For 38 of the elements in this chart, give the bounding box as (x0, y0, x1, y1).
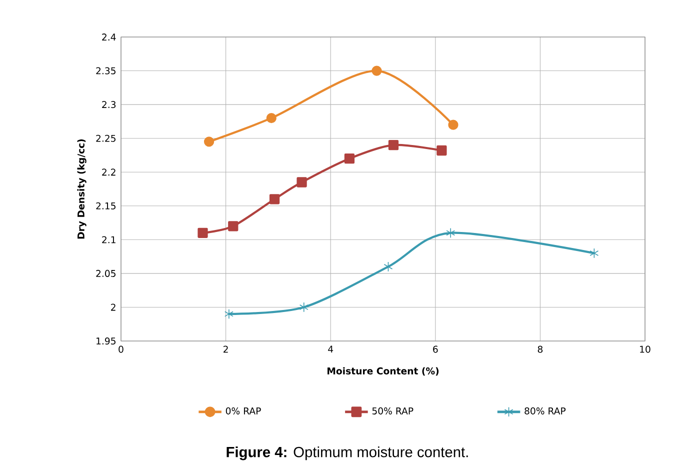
y-tick-label: 2.1 (102, 236, 116, 244)
y-tick-label: 2.15 (96, 202, 116, 210)
point (228, 221, 238, 232)
x-tick-label: 8 (538, 346, 543, 353)
point (388, 140, 399, 150)
point (204, 136, 214, 147)
y-tick-label: 2.2 (102, 168, 116, 176)
y-tick-label: 2 (111, 304, 116, 311)
y-axis-title: Dry Density (kg/cc) (77, 139, 86, 239)
y-tick-label: 2.25 (96, 134, 116, 142)
y-tick-label: 2.4 (102, 34, 116, 40)
x-tick-label: 4 (328, 346, 334, 353)
y-tick-label: 2.35 (96, 67, 116, 74)
x-tick-label: 6 (433, 346, 438, 353)
legend-label: 80% RAP (524, 407, 566, 414)
point (436, 145, 447, 156)
y-tick-label: 2.05 (96, 270, 116, 277)
legend-label: 50% RAP (372, 407, 414, 414)
point (269, 194, 280, 204)
point (372, 66, 382, 76)
point (448, 120, 458, 130)
point (224, 308, 234, 320)
y-tick-label: 2.3 (102, 101, 116, 108)
text: Figure 4: Optimum moisture content. (226, 446, 468, 460)
point (299, 302, 308, 312)
point (446, 228, 456, 238)
x-tick-label: 2 (224, 346, 228, 353)
x-tick-label: 0 (118, 346, 124, 353)
point (266, 113, 276, 124)
x-axis-title: Moisture Content (%) (328, 367, 439, 376)
point (384, 262, 393, 272)
point (590, 248, 599, 258)
point (344, 154, 355, 164)
point (198, 228, 208, 238)
y-tick-label: 1.95 (96, 337, 116, 345)
legend-label: 0% RAP (226, 407, 261, 414)
point (296, 177, 307, 188)
x-tick-label: 10 (640, 346, 650, 353)
